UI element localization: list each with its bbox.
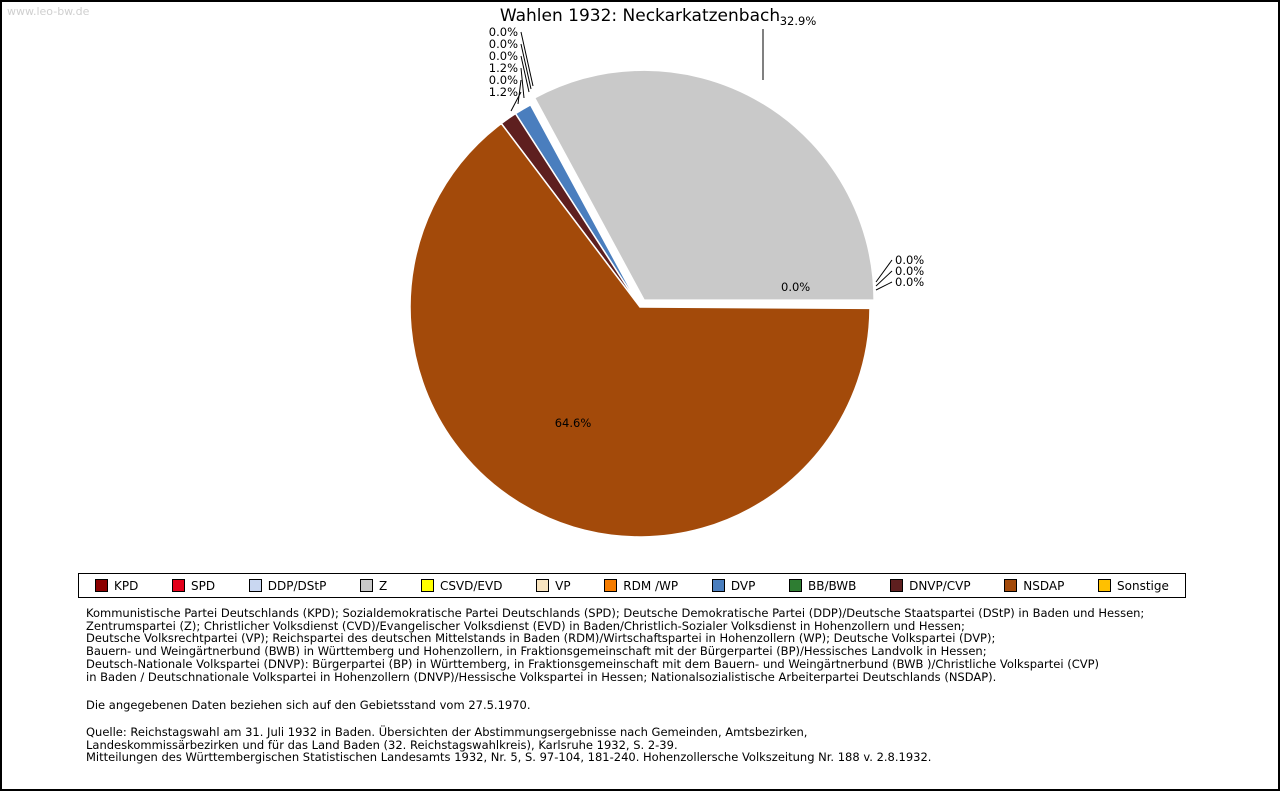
watermark: www.leo-bw.de <box>7 5 90 18</box>
pie-slice-z <box>533 69 875 301</box>
pie-label-kpd: 0.0% <box>895 253 924 267</box>
note-line-6: in Baden / Deutschnationale Volkspartei … <box>86 669 997 684</box>
legend-label-dvp: DVP <box>730 578 756 593</box>
legend-item-ddp-dstp: DDP/DStP <box>248 578 327 593</box>
note-line-5: Deutsch-Nationale Volkspartei (DNVP): Bü… <box>86 656 1100 671</box>
legend-item-z: Z <box>360 579 387 593</box>
legend-label-kpd: KPD <box>114 578 139 593</box>
legend-swatch-csvd-evd <box>420 579 434 592</box>
legend-item-dvp: DVP <box>711 578 756 593</box>
legend-item-nsdap: NSDAP <box>1004 579 1064 593</box>
legend-label-z: Z <box>379 578 388 593</box>
source-note: Quelle: Reichstagswahl am 31. Juli 1932 … <box>86 726 1238 764</box>
pie-label-line-rdm-wp <box>520 55 530 93</box>
legend-swatch-ddp-dstp <box>248 579 262 592</box>
legend-swatch-dnvp-cvp <box>890 579 904 592</box>
legend-label-spd: SPD <box>191 578 216 593</box>
legend-item-dnvp-cvp: DNVP/CVP <box>890 579 971 593</box>
pie-label-ddp-dstp: 0.0% <box>895 275 924 289</box>
pie-label-sonstige: 0.0% <box>781 280 810 294</box>
legend-swatch-z <box>360 579 374 592</box>
pie-label-rdm-wp: 0.0% <box>489 49 518 63</box>
legend-label-nsdap: NSDAP <box>1023 578 1065 593</box>
legend-item-spd: SPD <box>172 579 215 593</box>
legend-label-rdm-wp: RDM /WP <box>623 578 679 593</box>
legend-swatch-bb-bwb <box>788 579 802 592</box>
legend-item-vp: VP <box>536 578 571 593</box>
pie-label-line-dvp <box>520 67 525 99</box>
pie-slice-nsdap <box>409 122 871 538</box>
pie-label-bb-bwb: 0.0% <box>489 73 518 87</box>
note-line-4: Bauern- und Weingärtnerbund (BWB) in Wür… <box>86 644 987 659</box>
pie-label-line-kpd <box>875 259 893 283</box>
legend-swatch-sonstige <box>1098 579 1112 592</box>
pie-chart: 0.0%0.0%0.0%32.9%0.0%0.0%0.0%1.2%0.0%1.2… <box>409 14 924 538</box>
legend-swatch-kpd <box>95 579 108 592</box>
legend-label-csvd-evd: CSVD/EVD <box>439 578 503 593</box>
legend-swatch-nsdap <box>1004 579 1018 592</box>
legend-item-sonstige: Sonstige <box>1098 579 1169 593</box>
legend-swatch-vp <box>536 579 550 592</box>
pie-label-line-csvd-evd <box>520 31 534 87</box>
source-line-3: Mitteilungen des Württembergischen Stati… <box>86 750 932 765</box>
chart-title: Wahlen 1932: Neckarkatzenbach <box>499 6 781 26</box>
note-line-2: Zentrumspartei (Z); Christlicher Volksdi… <box>86 618 965 633</box>
pie-label-vp: 0.0% <box>489 37 518 51</box>
source-line-1: Quelle: Reichstagswahl am 31. Juli 1932 … <box>86 724 808 739</box>
legend-item-bb-bwb: BB/BWB <box>788 578 857 593</box>
pie-label-spd: 0.0% <box>895 264 924 278</box>
legend-item-csvd-evd: CSVD/EVD <box>420 578 503 593</box>
legend-label-dnvp-cvp: DNVP/CVP <box>909 578 971 593</box>
pie-label-dnvp-cvp: 1.2% <box>489 85 518 99</box>
legend-item-rdm-wp: RDM /WP <box>604 579 678 593</box>
legend: KPD SPD DDP/DStP Z CSVD/EVD VP RDM /WP DVP BB/BW… <box>78 573 1186 598</box>
legend-label-vp: VP <box>555 578 571 593</box>
legend-label-bb-bwb: BB/BWB <box>807 578 857 593</box>
legend-swatch-spd <box>172 579 186 592</box>
legend-label-sonstige: Sonstige <box>1117 578 1169 593</box>
pie-label-line-vp <box>520 43 532 90</box>
note-line-1: Kommunistische Partei Deutschlands (KPD)… <box>86 606 1145 620</box>
pie-label-line-spd <box>875 270 893 287</box>
pie-label-dvp: 1.2% <box>489 61 518 75</box>
note-line-3: Deutsche Volksrechtpartei (VP); Reichspa… <box>86 631 996 646</box>
pie-label-z: 32.9% <box>780 14 817 28</box>
legend-swatch-rdm-wp <box>604 579 618 592</box>
territory-note: Die angegebenen Daten beziehen sich auf … <box>86 698 531 713</box>
legend-item-kpd: KPD <box>95 579 138 593</box>
source-line-2: Landeskommissärbezirken und für das Land… <box>86 737 678 752</box>
notes: Kommunistische Partei Deutschlands (KPD)… <box>86 607 1238 764</box>
pie-label-nsdap: 64.6% <box>555 416 592 430</box>
pie-label-line-ddp-dstp <box>875 281 893 291</box>
pie-label-csvd-evd: 0.0% <box>489 25 518 39</box>
legend-swatch-dvp <box>711 579 725 592</box>
pie-label-line-dnvp-cvp <box>510 91 522 112</box>
pie-label-line-bb-bwb <box>517 79 522 105</box>
abbreviations-note: Kommunistische Partei Deutschlands (KPD)… <box>86 607 1238 683</box>
legend-label-ddp-dstp: DDP/DStP <box>267 578 327 593</box>
